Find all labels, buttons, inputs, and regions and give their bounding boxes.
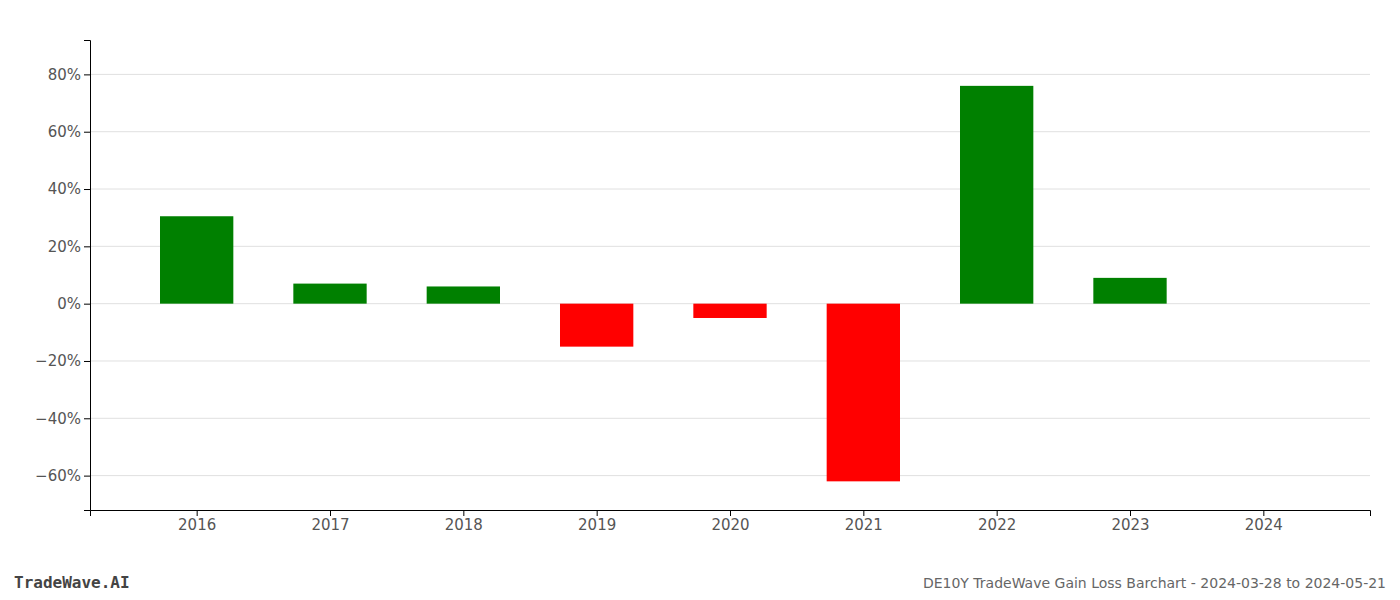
- chart-container: 2016 2017 2018 2019 2020 2021 2022 2023 2024 −60%…: [0, 0, 1400, 600]
- y-tick: 20%: [48, 238, 90, 256]
- bar: [1227, 303, 1300, 304]
- bar: [693, 304, 766, 318]
- x-tick: 2021: [845, 510, 883, 534]
- grid-line: [90, 74, 1370, 75]
- y-tick-label: −60%: [35, 467, 81, 485]
- y-tick: −40%: [35, 410, 90, 428]
- y-tick-mark: [84, 361, 90, 362]
- y-tick: 80%: [48, 66, 90, 84]
- watermark: TradeWave.AI: [14, 573, 130, 592]
- x-tick-label: 2019: [578, 516, 616, 534]
- x-tick: 2024: [1245, 510, 1283, 534]
- bar: [160, 216, 233, 303]
- x-tick: 2020: [711, 510, 749, 534]
- x-tick-label: 2024: [1245, 516, 1283, 534]
- y-tick-mark: [84, 418, 90, 419]
- y-axis-line: [84, 41, 91, 511]
- x-tick: 2017: [311, 510, 349, 534]
- y-tick-label: 20%: [48, 238, 81, 256]
- x-tick-label: 2022: [978, 516, 1016, 534]
- y-tick-mark: [84, 132, 90, 133]
- y-tick-label: 80%: [48, 66, 81, 84]
- bar: [293, 284, 366, 304]
- plot-area: [160, 86, 1167, 481]
- y-tick-mark: [84, 189, 90, 190]
- y-tick-label: 40%: [48, 180, 81, 198]
- y-tick: 0%: [57, 295, 90, 313]
- bar: [1093, 278, 1166, 304]
- bar: [960, 86, 1033, 304]
- grid-line: [90, 418, 1370, 419]
- y-tick-mark: [84, 304, 90, 305]
- bar: [560, 304, 633, 347]
- y-axis: −60% −40% −20% 0% 20% 40% 60% 80%: [35, 41, 90, 511]
- y-tick-label: 60%: [48, 123, 81, 141]
- y-tick-mark: [84, 476, 90, 477]
- bar: [827, 304, 900, 482]
- grid-line: [90, 189, 1370, 190]
- grid-line: [90, 360, 1370, 361]
- x-tick: 2022: [978, 510, 1016, 534]
- grid-line: [90, 475, 1370, 476]
- x-tick-label: 2023: [1111, 516, 1149, 534]
- y-tick-label: −20%: [35, 352, 81, 370]
- y-tick: 60%: [48, 123, 90, 141]
- title: DE10Y TradeWave Gain Loss Barchart - 202…: [923, 575, 1386, 591]
- x-tick-label: 2017: [311, 516, 349, 534]
- grid: [90, 74, 1370, 475]
- x-tick-label: 2021: [845, 516, 883, 534]
- x-tick: 2016: [178, 510, 216, 534]
- y-tick-mark: [84, 246, 90, 247]
- bar: [427, 286, 500, 303]
- y-tick-mark: [84, 74, 90, 75]
- y-tick: −20%: [35, 352, 90, 370]
- x-tick: 2018: [445, 510, 483, 534]
- x-tick-label: 2020: [711, 516, 749, 534]
- y-tick-label: 0%: [57, 295, 81, 313]
- y-tick: −60%: [35, 467, 90, 485]
- chart-svg: 2016 2017 2018 2019 2020 2021 2022 2023 2024 −60%…: [0, 0, 1400, 600]
- x-tick-label: 2018: [445, 516, 483, 534]
- x-axis: 2016 2017 2018 2019 2020 2021 2022 2023 2024: [91, 510, 1371, 534]
- x-tick-label: 2016: [178, 516, 216, 534]
- x-tick: 2019: [578, 510, 616, 534]
- y-tick-label: −40%: [35, 410, 81, 428]
- y-tick: 40%: [48, 180, 90, 198]
- grid-line: [90, 131, 1370, 132]
- grid-line: [90, 246, 1370, 247]
- x-tick: 2023: [1111, 510, 1149, 534]
